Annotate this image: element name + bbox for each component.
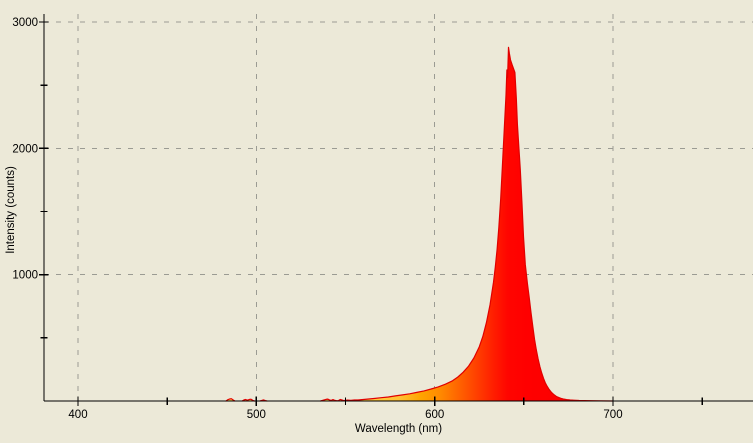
y-tick-label: 2000 <box>12 143 38 155</box>
x-axis-title: Wavelength (nm) <box>354 423 443 435</box>
x-tick-label: 700 <box>603 409 622 421</box>
spectrum-outline <box>225 398 236 402</box>
spectrum-outline <box>241 398 256 402</box>
spectrum-outline <box>319 46 614 402</box>
y-axis-title: Intensity (counts) <box>5 166 17 254</box>
x-tick-label: 600 <box>425 409 444 421</box>
y-tick-label: 1000 <box>12 270 38 282</box>
x-tick-label: 500 <box>247 409 266 421</box>
spectrum-area <box>44 47 753 402</box>
x-tick-label: 400 <box>68 409 87 421</box>
y-tick-label: 3000 <box>12 17 38 29</box>
